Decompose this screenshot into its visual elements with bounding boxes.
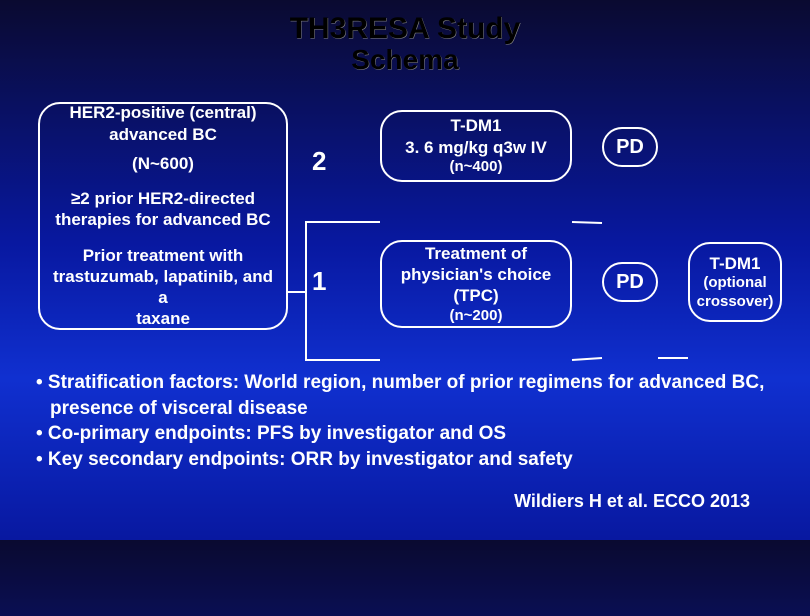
inc-l4: ≥2 prior HER2-directed — [71, 188, 255, 209]
inc-l8: taxane — [136, 308, 190, 329]
arm-tdm1-box: T-DM1 3. 6 mg/kg q3w IV (n~400) — [380, 110, 572, 182]
pd-top-box: PD — [602, 127, 658, 167]
title-sub: Schema — [0, 44, 810, 76]
inc-l3: (N~600) — [132, 153, 194, 174]
arm-top-l1: T-DM1 — [451, 115, 502, 136]
crossover-box: T-DM1 (optional crossover) — [688, 242, 782, 322]
title-main: TH3RESA Study — [0, 0, 810, 46]
inc-l7: trastuzumab, lapatinib, and a — [48, 266, 278, 309]
bullet-1: • Stratification factors: World region, … — [36, 370, 770, 421]
pd-bottom-box: PD — [602, 262, 658, 302]
arm-top-n: (n~400) — [450, 158, 503, 177]
bullet-3: • Key secondary endpoints: ORR by invest… — [36, 447, 770, 473]
bullet-list: • Stratification factors: World region, … — [36, 370, 770, 473]
pd1-label: PD — [616, 135, 644, 160]
cross-l3: crossover) — [697, 293, 774, 312]
inc-l2: advanced BC — [109, 124, 217, 145]
ratio-top: 2 — [312, 146, 326, 177]
ratio-bottom: 1 — [312, 266, 326, 297]
cross-l1: T-DM1 — [710, 253, 761, 274]
arm-bot-l1: Treatment of — [425, 243, 527, 264]
citation: Wildiers H et al. ECCO 2013 — [514, 491, 750, 512]
arm-top-l2: 3. 6 mg/kg q3w IV — [405, 137, 547, 158]
cross-l2: (optional — [703, 274, 766, 293]
inc-l5: therapies for advanced BC — [55, 209, 270, 230]
arm-bot-l3: (TPC) — [453, 285, 498, 306]
pd2-label: PD — [616, 270, 644, 295]
inc-l1: HER2-positive (central) — [69, 102, 256, 123]
inclusion-box: HER2-positive (central) advanced BC (N~6… — [38, 102, 288, 330]
arm-tpc-box: Treatment of physician's choice (TPC) (n… — [380, 240, 572, 328]
arm-bot-l2: physician's choice — [401, 264, 552, 285]
inc-l6: Prior treatment with — [83, 245, 244, 266]
bullet-2: • Co-primary endpoints: PFS by investiga… — [36, 421, 770, 447]
arm-bot-n: (n~200) — [450, 307, 503, 326]
